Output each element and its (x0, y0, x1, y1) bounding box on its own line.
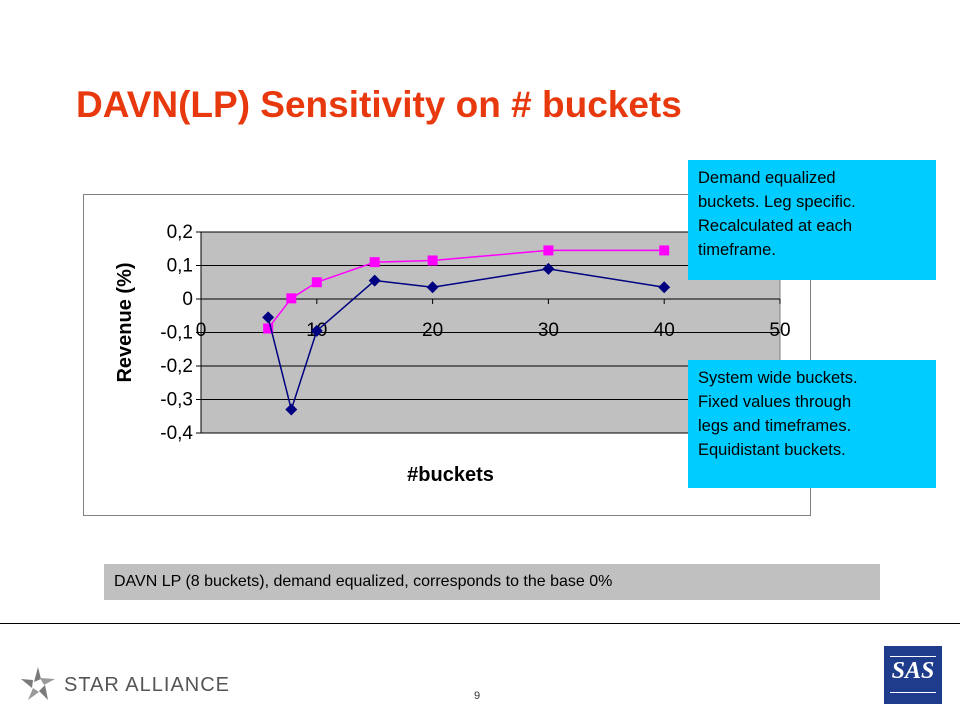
callout-line: Equidistant buckets. (698, 441, 846, 459)
line-chart: 0,20,10-0,1-0,2-0,3-0,401020304050#bucke… (114, 222, 791, 486)
footer-divider (0, 623, 960, 624)
footnote-bar: DAVN LP (8 buckets), demand equalized, c… (104, 564, 880, 600)
x-tick-label: 0 (196, 320, 207, 341)
x-axis-label: #buckets (407, 464, 494, 486)
star-alliance-logo-icon (21, 667, 55, 700)
y-tick-label: -0,1 (160, 323, 193, 344)
callout-line: System wide buckets. (698, 369, 858, 387)
y-tick-label: 0,2 (167, 222, 193, 243)
x-tick-label: 30 (538, 320, 559, 341)
data-point-diamond (426, 281, 439, 294)
y-tick-label: -0,4 (160, 423, 193, 444)
sas-logo: SAS (884, 646, 942, 704)
data-point-square (659, 245, 670, 256)
x-tick-label: 40 (654, 320, 675, 341)
y-tick-label: -0,2 (160, 356, 193, 377)
slide-title: DAVN(LP) Sensitivity on # buckets (76, 84, 682, 125)
y-tick-label: 0 (182, 289, 193, 310)
data-point-diamond (658, 281, 671, 294)
page-number: 9 (474, 690, 481, 702)
callout-line: Demand equalized (698, 169, 836, 187)
y-tick-label: -0,3 (160, 390, 193, 411)
data-point-square (263, 323, 274, 334)
x-tick-label: 50 (769, 320, 790, 341)
callout-line: legs and timeframes. (698, 417, 852, 435)
callout-line: Recalculated at each (698, 217, 853, 235)
callout-system-wide: System wide buckets. Fixed values throug… (688, 360, 936, 488)
y-axis-label: Revenue (%) (114, 262, 136, 382)
data-point-diamond (542, 262, 555, 275)
data-point-square (286, 293, 297, 304)
sas-logo-line (890, 692, 936, 693)
data-point-diamond (262, 311, 275, 324)
data-point-diamond (368, 274, 381, 287)
x-tick-label: 20 (422, 320, 443, 341)
data-point-diamond (310, 324, 323, 337)
sas-logo-text: SAS (891, 658, 935, 684)
callout-line: timeframe. (698, 241, 776, 259)
star-alliance-text: STAR ALLIANCE (64, 674, 231, 696)
data-point-square (311, 277, 322, 288)
data-point-square (543, 245, 554, 256)
callout-line: Fixed values through (698, 393, 852, 411)
data-point-diamond (285, 403, 298, 416)
sas-logo-line (890, 656, 936, 657)
data-point-square (369, 257, 380, 268)
callout-demand-equalized: Demand equalized buckets. Leg specific. … (688, 160, 936, 280)
callout-line: buckets. Leg specific. (698, 193, 856, 211)
data-point-square (427, 255, 438, 266)
y-tick-label: 0,1 (167, 256, 193, 277)
